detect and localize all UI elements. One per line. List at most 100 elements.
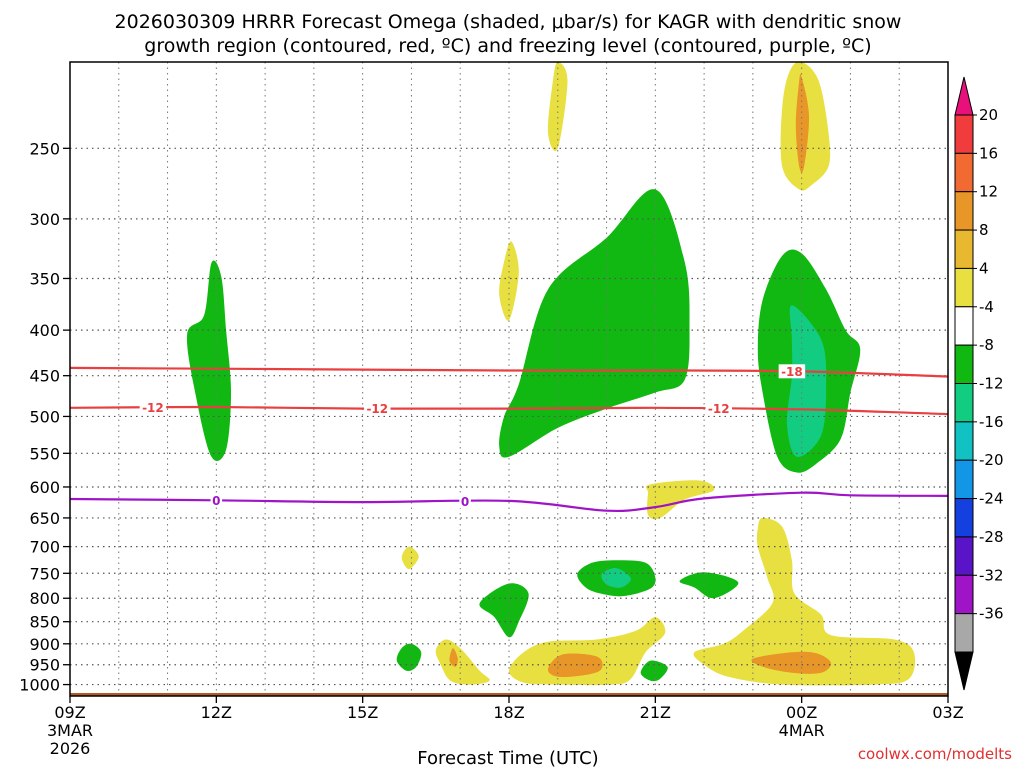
y-tick-label-300: 300: [29, 210, 60, 229]
x-axis-label: Forecast Time (UTC): [417, 748, 598, 768]
omega-region-9: [640, 660, 668, 682]
omega-region-6: [679, 572, 739, 599]
colorbar-box-12: [954, 574, 974, 615]
ground-bar: [70, 692, 948, 696]
isotherm-label--12-0: -12: [142, 401, 164, 415]
omega-region-20: [449, 648, 458, 667]
chart-title-line2: growth region (contoured, red, ºC) and f…: [144, 35, 871, 57]
isotherm-label-bg: [364, 401, 391, 416]
colorbar-box-4: [954, 267, 974, 308]
colorbar-label--12: -12: [979, 375, 1004, 393]
isotherm-label-bg: [139, 400, 167, 415]
x-tick-sublabel-09Z: 3MAR: [47, 721, 93, 740]
colorbar-box-8: [954, 421, 974, 461]
y-tick-label-950: 950: [29, 656, 60, 675]
isotherm-label-bg: [459, 494, 471, 509]
colorbar-box-7: [954, 383, 974, 423]
omega-region-21: [401, 546, 419, 570]
y-tick-label-550: 550: [29, 444, 60, 463]
colorbar-label-20: 20: [979, 106, 998, 124]
colorbar-label--16: -16: [979, 413, 1004, 431]
y-tick-label-850: 850: [29, 613, 60, 632]
colorbar-label-8: 8: [979, 221, 989, 239]
x-tick-label-03Z: 03Z: [932, 703, 963, 722]
y-tick-label-450: 450: [29, 367, 60, 386]
colorbar-top-triangle: [954, 76, 974, 116]
omega-region-12: [795, 73, 810, 173]
isotherm-label-bg: [778, 364, 806, 379]
omega-region-14: [646, 480, 715, 520]
omega-region-16: [751, 651, 832, 674]
x-tick-label-18Z: 18Z: [493, 703, 524, 722]
omega-region-3: [786, 305, 827, 458]
isotherm-label-0-0: 0: [212, 494, 220, 508]
colorbar-label--32: -32: [979, 566, 1004, 584]
isotherm-label--12-1: -12: [366, 402, 388, 416]
colorbar-box-9: [954, 459, 974, 500]
colorbar-box-1: [954, 152, 974, 193]
colorbar-box-13: [954, 613, 974, 653]
colorbar-label--28: -28: [979, 528, 1004, 546]
colorbar-label-16: 16: [979, 144, 998, 162]
colorbar-label--36: -36: [979, 605, 1004, 623]
y-tick-label-900: 900: [29, 635, 60, 654]
omega-region-0: [186, 260, 231, 462]
colorbar-box-5: [954, 306, 974, 346]
isotherm-label-bg: [705, 401, 732, 416]
isotherm-line-0: [69, 491, 949, 513]
y-tick-label-350: 350: [29, 269, 60, 288]
y-tick-label-250: 250: [29, 139, 60, 158]
colorbar-bottom-triangle: [954, 651, 974, 691]
x-tick-label-21Z: 21Z: [640, 703, 671, 722]
y-tick-label-500: 500: [29, 407, 60, 426]
colorbar-box-2: [954, 191, 974, 231]
colorbar-box-3: [954, 229, 974, 269]
omega-region-15: [693, 517, 916, 686]
isotherm-label--12-2: -12: [708, 402, 730, 416]
y-tick-label-700: 700: [29, 538, 60, 557]
y-tick-label-600: 600: [29, 478, 60, 497]
x-tick-sublabel2-09Z: 2026: [50, 739, 91, 758]
colorbar-box-0: [954, 114, 974, 154]
colorbar-label--4: -4: [979, 298, 994, 316]
colorbar-label-4: 4: [979, 259, 989, 277]
omega-region-18: [547, 653, 603, 678]
omega-region-1: [499, 189, 690, 458]
omega-region-7: [479, 583, 529, 638]
y-tick-label-800: 800: [29, 589, 60, 608]
isotherm-label-bg: [210, 493, 223, 508]
y-tick-label-1000: 1000: [19, 676, 60, 695]
colorbar-box-6: [954, 344, 974, 384]
isotherm-label-0-1: 0: [461, 495, 469, 509]
omega-shading-layer: [186, 61, 916, 686]
colorbar-label-12: 12: [979, 183, 998, 201]
omega-region-8: [396, 643, 422, 672]
y-tick-label-400: 400: [29, 321, 60, 340]
omega-region-13: [499, 241, 519, 321]
colorbar-label--20: -20: [979, 451, 1004, 469]
isotherm-label--18-0: -18: [781, 365, 803, 379]
x-tick-label-12Z: 12Z: [201, 703, 232, 722]
contour-layer: -18 -12 -12 -12 0 0: [69, 364, 949, 513]
y-tick-label-750: 750: [29, 564, 60, 583]
omega-region-5: [601, 568, 631, 588]
x-tick-label-09Z: 09Z: [54, 703, 85, 722]
colorbar-box-11: [954, 536, 974, 576]
isotherm-line--12: [69, 405, 949, 416]
colorbar-label--8: -8: [979, 336, 994, 354]
colorbar-label--24: -24: [979, 490, 1004, 508]
x-tick-label-00Z: 00Z: [786, 703, 817, 722]
omega-region-19: [435, 639, 490, 685]
colorbar: 20 16 12 8 4 -4 -8 -12 -16 -20 -24 -28 -32 -36: [954, 76, 1004, 691]
omega-region-17: [509, 617, 666, 686]
y-tick-label-650: 650: [29, 509, 60, 528]
plot-area: -18 -12 -12 -12 0 0: [69, 61, 949, 697]
chart-title-line1: 2026030309 HRRR Forecast Omega (shaded, …: [115, 11, 902, 33]
x-tick-label-15Z: 15Z: [347, 703, 378, 722]
colorbar-box-10: [954, 498, 974, 538]
x-tick-sublabel-00Z: 4MAR: [779, 721, 825, 740]
credit-text: coolwx.com/modelts: [858, 745, 1012, 763]
y-axis: 250 300 350 400 450 500 550 600 650 700 750 800 850 9…: [19, 139, 70, 695]
